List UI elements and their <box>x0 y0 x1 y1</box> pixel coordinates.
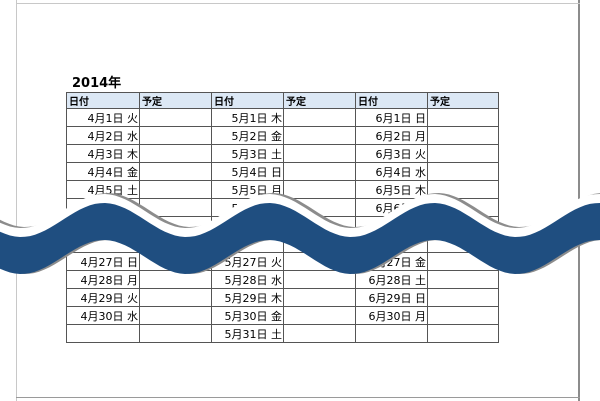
plan-cell-may[interactable] <box>283 288 356 307</box>
date-cell-may: 5月2日 金 <box>211 126 284 145</box>
date-cell-may: 5月5日 月 <box>211 180 284 199</box>
plan-cell-june[interactable] <box>427 306 499 325</box>
plan-cell-april[interactable] <box>139 252 212 271</box>
calendar-body: 4月1日 火 5月1日 木 6月1日 日 4月2日 水 5月2日 金 6月2日 月 4月3日… <box>66 108 499 343</box>
plan-cell-may[interactable] <box>283 108 356 127</box>
date-cell-april: 4月1日 火 <box>66 108 140 127</box>
date-cell-april <box>66 324 140 343</box>
date-cell-june: 6月4日 水 <box>355 162 428 181</box>
date-cell-may: 5月30日 金 <box>211 306 284 325</box>
table-row: 4月6日 日 5月6日 火 6月6日 金 <box>66 198 499 217</box>
header-date-may: 日付 <box>211 92 284 109</box>
date-cell-april: 4月6日 日 <box>66 198 140 217</box>
table-row: 4月5日 土 5月5日 月 6月5日 木 <box>66 180 499 199</box>
plan-cell-may[interactable] <box>283 126 356 145</box>
date-cell-may: 5月6日 火 <box>211 198 284 217</box>
plan-cell-may[interactable] <box>283 270 356 289</box>
date-cell-april: 4月3日 木 <box>66 144 140 163</box>
plan-cell-april[interactable] <box>139 270 212 289</box>
date-cell-june: 6月2日 月 <box>355 126 428 145</box>
date-cell-june: 6月29日 日 <box>355 288 428 307</box>
plan-cell-april[interactable] <box>139 324 212 343</box>
hidden-rows-spacer <box>66 216 499 253</box>
table-row: 4月27日 日 5月27日 火 6月27日 金 <box>66 252 499 271</box>
table-row: 4月28日 月 5月28日 水 6月28日 土 <box>66 270 499 289</box>
table-row: 4月29日 火 5月29日 木 6月29日 日 <box>66 288 499 307</box>
hidden-cell <box>355 216 428 253</box>
plan-cell-april[interactable] <box>139 198 212 217</box>
calendar-table: 日付 予定 日付 予定 日付 予定 4月1日 火 5月1日 木 6月1日 日 4月2日… <box>66 92 499 343</box>
date-cell-april: 4月30日 水 <box>66 306 140 325</box>
plan-cell-april[interactable] <box>139 306 212 325</box>
date-cell-april: 4月2日 水 <box>66 126 140 145</box>
date-cell-june: 6月1日 日 <box>355 108 428 127</box>
plan-cell-april[interactable] <box>139 288 212 307</box>
page-top-edge <box>16 3 580 4</box>
plan-cell-june[interactable] <box>427 252 499 271</box>
date-cell-april: 4月27日 日 <box>66 252 140 271</box>
table-row: 4月2日 水 5月2日 金 6月2日 月 <box>66 126 499 145</box>
plan-cell-may[interactable] <box>283 162 356 181</box>
table-row: 4月30日 水 5月30日 金 6月30日 月 <box>66 306 499 325</box>
header-date-april: 日付 <box>66 92 140 109</box>
plan-cell-june[interactable] <box>427 162 499 181</box>
plan-cell-june[interactable] <box>427 270 499 289</box>
date-cell-may: 5月29日 木 <box>211 288 284 307</box>
date-cell-may: 5月27日 火 <box>211 252 284 271</box>
plan-cell-april[interactable] <box>139 180 212 199</box>
plan-cell-may[interactable] <box>283 324 356 343</box>
date-cell-may: 5月1日 木 <box>211 108 284 127</box>
plan-cell-june[interactable] <box>427 180 499 199</box>
document-title: 2014年 <box>72 76 122 91</box>
date-cell-may: 5月28日 水 <box>211 270 284 289</box>
header-date-june: 日付 <box>355 92 428 109</box>
date-cell-april: 4月29日 火 <box>66 288 140 307</box>
plan-cell-june[interactable] <box>427 198 499 217</box>
plan-cell-may[interactable] <box>283 252 356 271</box>
date-cell-june: 6月6日 金 <box>355 198 428 217</box>
plan-cell-june[interactable] <box>427 108 499 127</box>
hidden-cell <box>211 216 284 253</box>
plan-cell-april[interactable] <box>139 108 212 127</box>
hidden-cell <box>66 216 140 253</box>
plan-cell-june[interactable] <box>427 324 499 343</box>
plan-cell-may[interactable] <box>283 198 356 217</box>
date-cell-june: 6月3日 火 <box>355 144 428 163</box>
date-cell-june: 6月28日 土 <box>355 270 428 289</box>
plan-cell-june[interactable] <box>427 144 499 163</box>
date-cell-april: 4月5日 土 <box>66 180 140 199</box>
plan-cell-april[interactable] <box>139 144 212 163</box>
hidden-cell <box>139 216 212 253</box>
date-cell-may: 5月3日 土 <box>211 144 284 163</box>
header-row: 日付 予定 日付 予定 日付 予定 <box>66 92 499 109</box>
plan-cell-may[interactable] <box>283 144 356 163</box>
table-row: 5月31日 土 <box>66 324 499 343</box>
header-plan-june: 予定 <box>427 92 499 109</box>
date-cell-may: 5月31日 土 <box>211 324 284 343</box>
table-row: 4月3日 木 5月3日 土 6月3日 火 <box>66 144 499 163</box>
header-plan-april: 予定 <box>139 92 212 109</box>
date-cell-june: 6月30日 月 <box>355 306 428 325</box>
table-row: 4月4日 金 5月4日 日 6月4日 水 <box>66 162 499 181</box>
date-cell-june: 6月27日 金 <box>355 252 428 271</box>
plan-cell-may[interactable] <box>283 306 356 325</box>
plan-cell-may[interactable] <box>283 180 356 199</box>
date-cell-may: 5月4日 日 <box>211 162 284 181</box>
date-cell-june: 6月5日 木 <box>355 180 428 199</box>
plan-cell-june[interactable] <box>427 126 499 145</box>
date-cell-april: 4月28日 月 <box>66 270 140 289</box>
page-bottom-edge <box>16 397 580 398</box>
plan-cell-april[interactable] <box>139 126 212 145</box>
hidden-cell <box>427 216 499 253</box>
date-cell-april: 4月4日 金 <box>66 162 140 181</box>
table-row: 4月1日 火 5月1日 木 6月1日 日 <box>66 108 499 127</box>
header-plan-may: 予定 <box>283 92 356 109</box>
date-cell-june <box>355 324 428 343</box>
hidden-cell <box>283 216 356 253</box>
plan-cell-april[interactable] <box>139 162 212 181</box>
plan-cell-june[interactable] <box>427 288 499 307</box>
